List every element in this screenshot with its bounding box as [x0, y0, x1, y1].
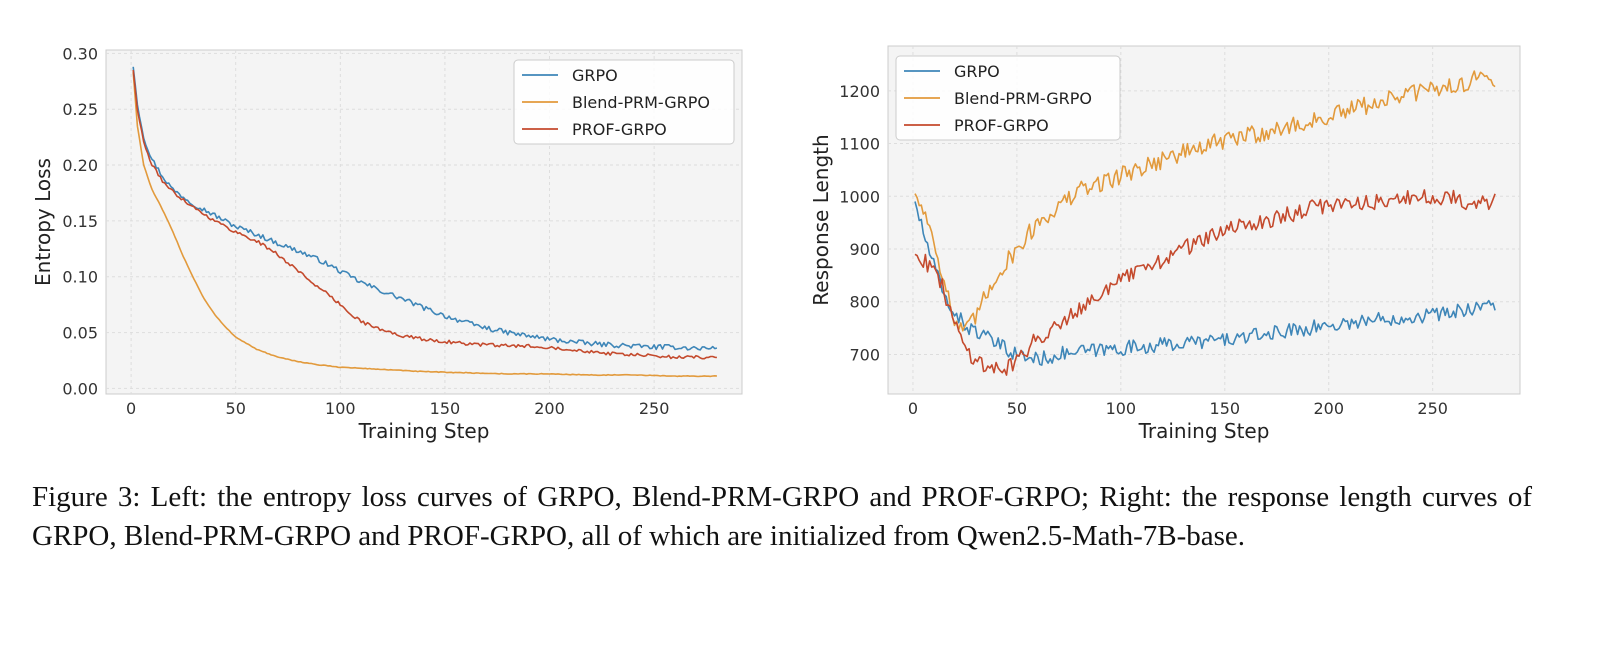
left-legend-label: Blend-PRM-GRPO — [572, 93, 710, 112]
right-legend-label: GRPO — [954, 62, 1000, 81]
left-y-tick-label: 0.10 — [62, 268, 98, 287]
response-length-chart: 0 50 100 150 200 250 700 800 900 1000 1100 1200 Tra… — [809, 45, 1521, 443]
left-x-tick-label: 250 — [639, 399, 670, 418]
left-series-line-prof-grpo — [132, 70, 717, 360]
right-legend-label: PROF-GRPO — [954, 116, 1049, 135]
left-x-tick-label: 50 — [226, 399, 246, 418]
right-x-tick-label: 50 — [1007, 399, 1027, 418]
left-legend-box — [513, 59, 735, 145]
right-x-tick-label: 200 — [1313, 399, 1344, 418]
figure-caption: Figure 3: Left: the entropy loss curves … — [32, 481, 1532, 552]
right-y-tick-label: 800 — [849, 293, 880, 312]
left-legend: GRPO Blend-PRM-GRPO PROF-GRPO — [513, 59, 735, 145]
left-x-tick-label: 150 — [430, 399, 461, 418]
left-y-tick-label: 0.15 — [62, 212, 98, 231]
left-y-axis-label: Entropy Loss — [31, 158, 55, 286]
right-x-tick-label: 250 — [1417, 399, 1448, 418]
left-y-tick-label: 0.25 — [62, 100, 98, 119]
left-y-tick-label: 0.05 — [62, 324, 98, 343]
left-series-line-grpo — [132, 66, 718, 351]
left-ticks: 0 50 100 150 200 250 0.00 0.05 0.10 0.15 0.20 0.25 0… — [62, 44, 669, 418]
right-legend-box — [895, 55, 1121, 141]
right-series-line-blend-prm-grpo — [914, 70, 1496, 332]
left-x-tick-label: 200 — [534, 399, 565, 418]
right-grid — [888, 46, 1520, 394]
right-x-axis-label: Training Step — [1138, 419, 1270, 443]
left-x-tick-label: 0 — [126, 399, 136, 418]
left-y-tick-label: 0.30 — [62, 44, 98, 63]
right-ticks: 0 50 100 150 200 250 700 800 900 1000 1100 1200 — [839, 82, 1448, 418]
right-legend: GRPO Blend-PRM-GRPO PROF-GRPO — [895, 55, 1121, 141]
left-legend-label: GRPO — [572, 66, 618, 85]
right-series-line-grpo — [914, 201, 1496, 366]
right-y-tick-label: 900 — [849, 240, 880, 259]
entropy-loss-chart: 0 50 100 150 200 250 0.00 0.05 0.10 0.15 0.20 0.25 0… — [31, 44, 743, 443]
left-series-line-blend-prm-grpo — [132, 72, 718, 378]
right-x-tick-label: 150 — [1210, 399, 1241, 418]
right-y-axis-label: Response Length — [809, 134, 833, 305]
right-series — [914, 70, 1496, 376]
right-y-tick-label: 1200 — [839, 82, 880, 101]
left-x-tick-label: 100 — [325, 399, 356, 418]
left-y-tick-label: 0.00 — [62, 379, 98, 398]
right-y-tick-label: 1100 — [839, 135, 880, 154]
right-x-tick-label: 0 — [908, 399, 918, 418]
right-x-tick-label: 100 — [1106, 399, 1137, 418]
right-legend-label: Blend-PRM-GRPO — [954, 89, 1092, 108]
right-series-line-prof-grpo — [914, 189, 1496, 376]
figure-charts: 0 50 100 150 200 250 0.00 0.05 0.10 0.15 0.20 0.25 0… — [31, 44, 1521, 443]
left-grid — [106, 50, 742, 394]
left-legend-label: PROF-GRPO — [572, 120, 667, 139]
left-x-axis-label: Training Step — [358, 419, 490, 443]
left-series — [132, 66, 718, 378]
right-y-tick-label: 1000 — [839, 187, 880, 206]
right-y-tick-label: 700 — [849, 345, 880, 364]
left-y-tick-label: 0.20 — [62, 156, 98, 175]
